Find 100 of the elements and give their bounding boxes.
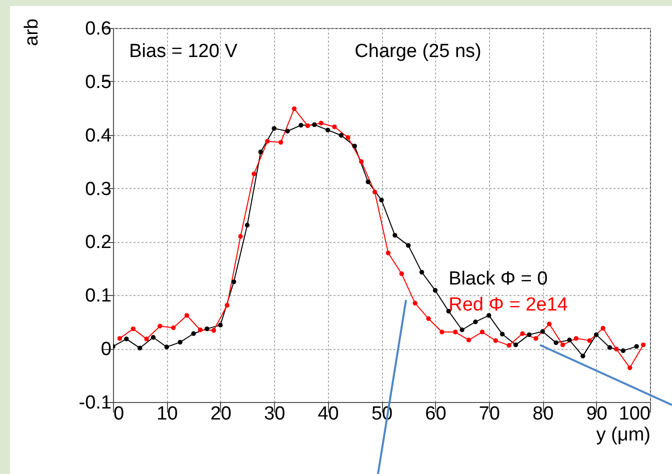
point: [124, 336, 129, 342]
point: [446, 308, 451, 314]
point: [520, 331, 525, 336]
y-tick-label: 0.6: [85, 18, 112, 40]
point: [506, 343, 512, 348]
point: [298, 122, 304, 128]
point: [258, 150, 264, 154]
y-tick-label: 0.4: [85, 125, 112, 146]
point: [513, 342, 518, 348]
point: [366, 180, 370, 184]
point: [466, 338, 472, 342]
point: [534, 336, 538, 341]
point: [640, 342, 646, 348]
point: [117, 336, 122, 341]
point: [486, 313, 492, 318]
annotation: Bias = 120 V: [129, 41, 238, 62]
point: [379, 198, 384, 202]
point: [231, 279, 236, 284]
y-tick-label: -0.1: [78, 392, 112, 414]
point: [238, 234, 243, 239]
point: [580, 354, 586, 358]
point: [480, 330, 485, 334]
point: [546, 322, 552, 326]
point: [171, 325, 176, 330]
point: [265, 138, 270, 144]
point: [560, 342, 566, 348]
x-tick-label: 80: [532, 404, 554, 424]
y-axis-title: arb: [22, 18, 42, 46]
point: [567, 338, 572, 342]
point: [540, 329, 545, 334]
point: [614, 346, 619, 352]
point: [452, 330, 458, 334]
point: [432, 288, 438, 293]
x-axis-title: y (μm): [596, 424, 650, 446]
point: [473, 320, 478, 324]
point: [204, 326, 210, 332]
point: [500, 332, 505, 336]
point: [332, 124, 337, 130]
x-tick-label: 40: [318, 404, 339, 424]
point: [628, 365, 632, 370]
point: [184, 313, 190, 318]
point: [164, 344, 170, 350]
point: [292, 106, 297, 112]
x-tick-label: 0: [114, 404, 124, 424]
point: [312, 122, 317, 128]
point: [460, 328, 464, 332]
point: [493, 338, 498, 343]
point: [359, 159, 364, 164]
point: [285, 128, 290, 134]
point: [620, 348, 626, 354]
y-tick-label: 0.2: [85, 232, 112, 254]
y-tick-label: 0.5: [85, 72, 112, 93]
point: [600, 326, 606, 331]
point: [346, 135, 350, 140]
point: [138, 346, 142, 350]
x-tick-label: 10: [156, 404, 178, 424]
point: [392, 232, 398, 238]
point: [318, 120, 324, 126]
series-label: Red Φ = 2e14: [448, 294, 568, 316]
x-tick-label: 90: [586, 404, 608, 424]
point: [574, 336, 579, 341]
point: [130, 326, 136, 332]
point: [150, 335, 156, 340]
point: [144, 336, 149, 342]
point: [178, 340, 182, 344]
point: [372, 190, 378, 194]
x-tick-label: 70: [478, 404, 500, 424]
annotation: Charge (25 ns): [354, 41, 482, 62]
x-tick-label: 30: [264, 404, 286, 424]
series-label: Black Φ = 0: [448, 268, 548, 290]
point: [526, 332, 532, 338]
point: [244, 222, 250, 228]
point: [426, 316, 431, 321]
point: [419, 270, 424, 275]
point: [587, 338, 592, 343]
point: [211, 328, 216, 333]
y-tick-label: 0.3: [85, 178, 112, 200]
point: [338, 133, 344, 138]
x-tick-label: 60: [425, 404, 446, 424]
point: [406, 243, 411, 248]
point: [399, 271, 404, 276]
y-tick-label: 0.1: [85, 286, 112, 307]
point: [412, 300, 418, 306]
point: [305, 123, 310, 128]
point: [325, 128, 330, 132]
point: [607, 345, 612, 350]
point: [440, 330, 444, 334]
point: [158, 324, 162, 328]
point: [272, 126, 276, 131]
point: [278, 140, 284, 145]
point: [224, 302, 230, 308]
x-tick-label: 20: [210, 404, 232, 424]
point: [218, 322, 223, 328]
point: [191, 331, 196, 336]
point: [352, 144, 357, 148]
point: [554, 340, 558, 346]
point: [252, 172, 256, 176]
point: [198, 328, 203, 332]
point: [634, 344, 639, 349]
point: [594, 332, 599, 338]
